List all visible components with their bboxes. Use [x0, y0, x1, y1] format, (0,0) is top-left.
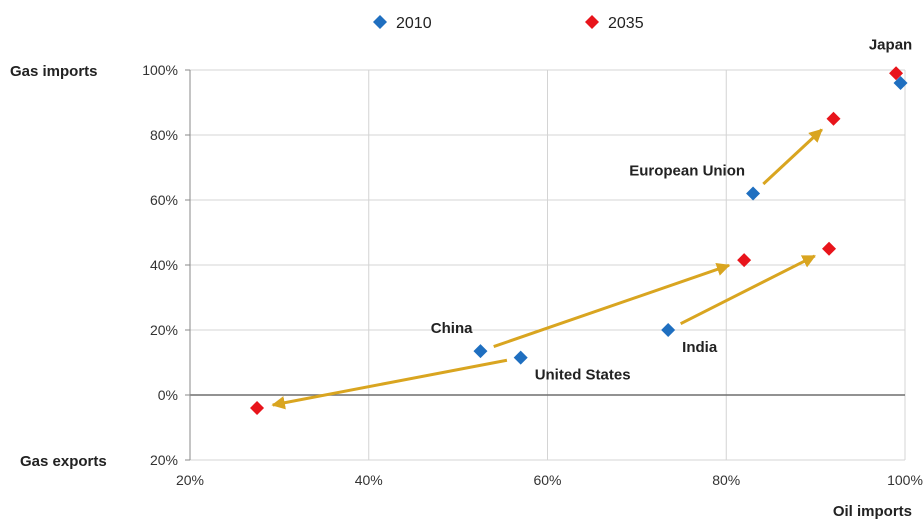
x-tick-label: 40% — [355, 472, 383, 488]
y-tick-label: 100% — [142, 62, 178, 78]
y-tick-label: 40% — [150, 257, 178, 273]
point-2010-european-union — [746, 186, 761, 201]
legend-label-2010: 2010 — [396, 15, 432, 32]
y-tick-label: 80% — [150, 127, 178, 143]
y-axis-label-gas-imports: Gas imports — [10, 63, 98, 80]
label-united-states: United States — [535, 367, 631, 384]
legend-marker-2010 — [373, 15, 387, 29]
arrow-india — [679, 254, 816, 326]
arrow-united-states — [271, 358, 508, 410]
x-tick-label: 20% — [176, 472, 204, 488]
x-tick-label: 80% — [712, 472, 740, 488]
point-2010-china — [473, 344, 488, 359]
label-european-union: European Union — [629, 163, 745, 180]
point-2035-india — [822, 241, 837, 256]
point-2035-european-union — [826, 111, 841, 126]
x-axis-label: Oil imports — [833, 503, 912, 520]
point-2010-india — [661, 323, 676, 337]
x-tick-label: 60% — [533, 472, 561, 488]
y-axis-label-gas-exports: Gas exports — [20, 453, 107, 470]
y-tick-label: 60% — [150, 192, 178, 208]
legend-label-2035: 2035 — [608, 15, 644, 32]
x-tick-label: 100% — [887, 472, 923, 488]
y-tick-label: 20% — [150, 452, 178, 468]
point-2035-united-states — [250, 401, 265, 415]
arrow-european-union — [762, 128, 823, 186]
label-japan: Japan — [869, 36, 912, 53]
label-india: India — [682, 339, 718, 356]
y-tick-label: 0% — [158, 387, 178, 403]
label-china: China — [431, 320, 473, 337]
point-2010-japan — [893, 76, 908, 90]
legend-marker-2035 — [585, 15, 599, 29]
arrow-china — [493, 262, 731, 348]
y-tick-label: 20% — [150, 322, 178, 338]
point-2010-united-states — [513, 350, 528, 365]
point-2035-china — [737, 253, 752, 268]
point-2035-japan — [889, 66, 904, 81]
